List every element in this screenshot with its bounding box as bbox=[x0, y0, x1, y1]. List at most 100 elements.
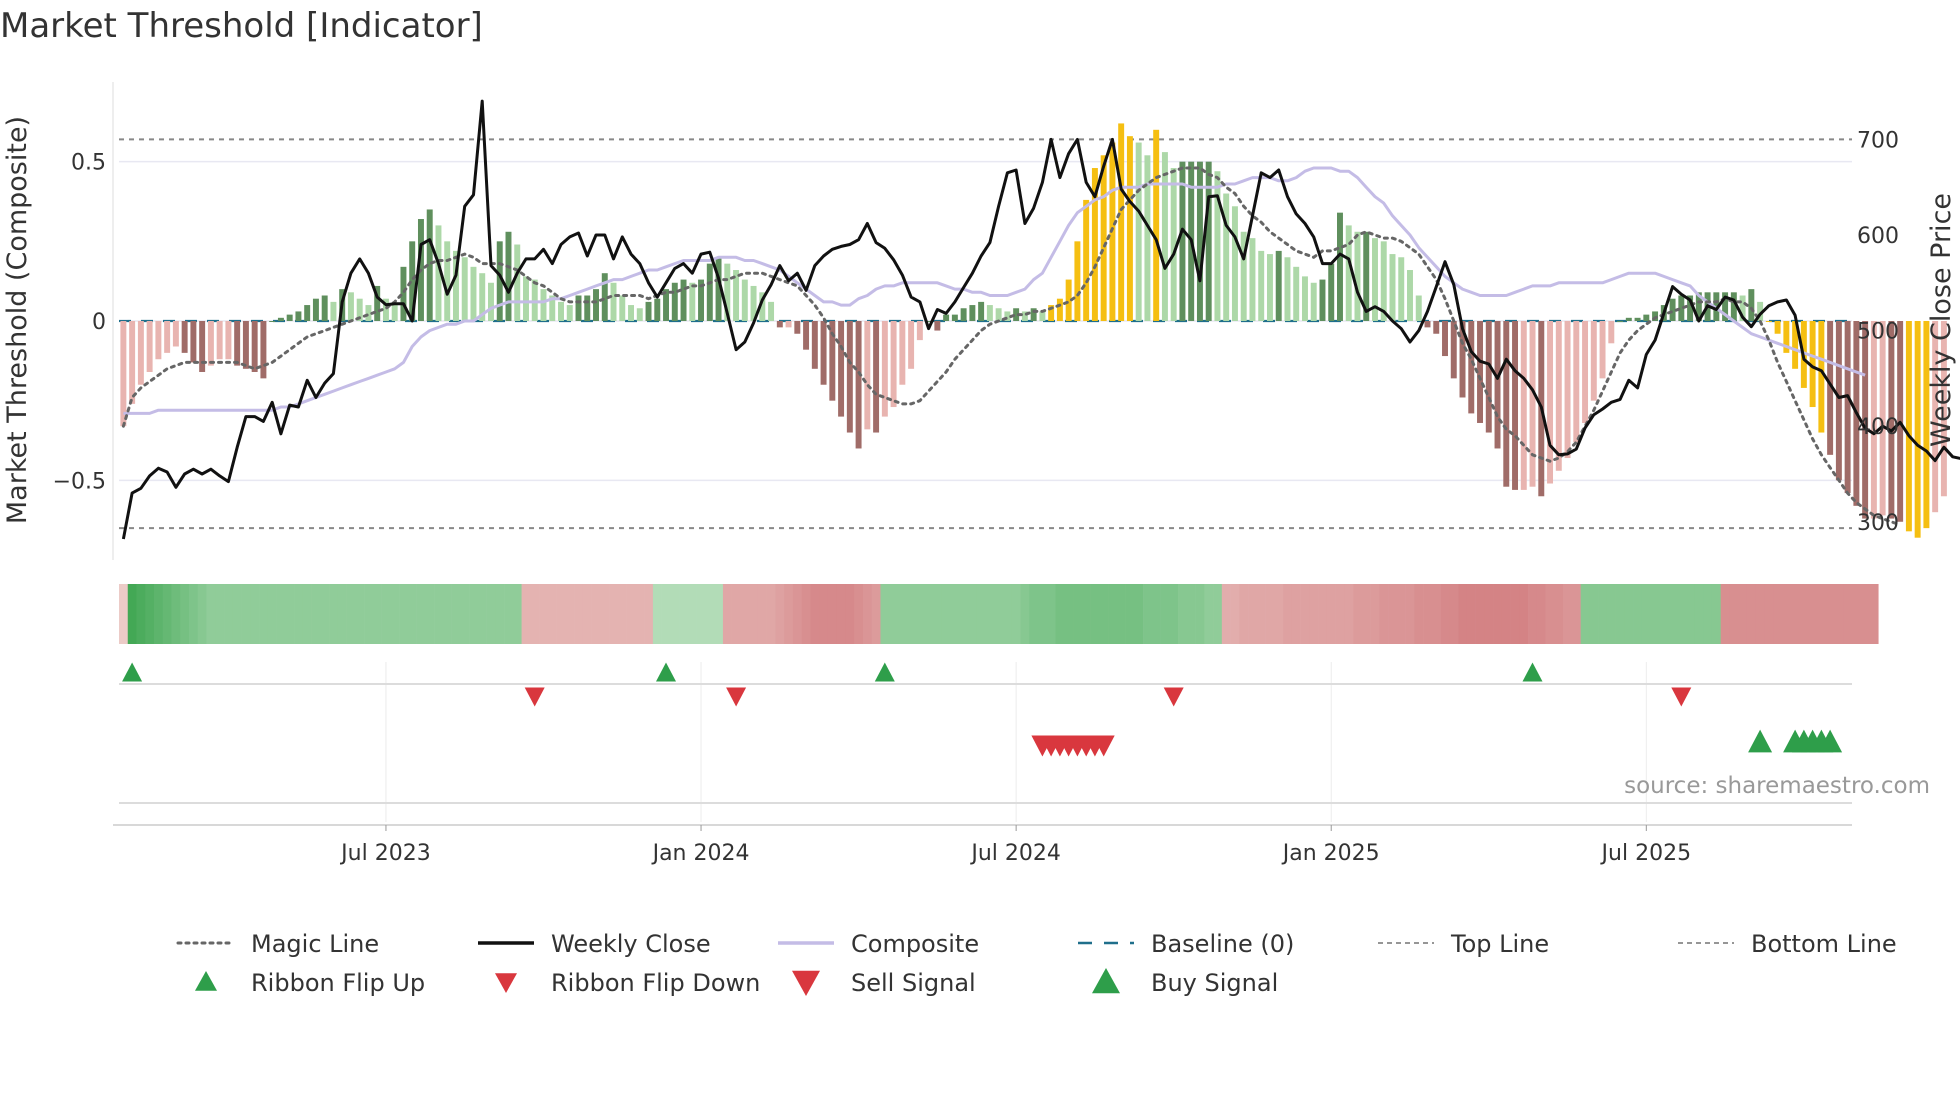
ribbon-segment bbox=[1676, 584, 1687, 644]
ribbon-flip-down-marker bbox=[524, 687, 545, 707]
histogram-bar bbox=[1048, 305, 1055, 321]
ribbon-flip-up-marker bbox=[874, 662, 895, 682]
ribbon-segment bbox=[1475, 584, 1485, 644]
ribbon-segment bbox=[1449, 584, 1459, 644]
ribbon-segment bbox=[442, 584, 452, 644]
ribbon-segment bbox=[784, 584, 794, 644]
histogram-bar bbox=[978, 301, 985, 321]
ribbon-segment bbox=[950, 584, 960, 644]
ribbon-segment bbox=[609, 584, 619, 644]
histogram-bar bbox=[1354, 231, 1361, 321]
histogram-bar bbox=[295, 311, 302, 321]
composite-histogram bbox=[120, 123, 1947, 538]
ribbon-segment bbox=[145, 584, 155, 644]
histogram-bar bbox=[479, 273, 486, 321]
histogram-bar bbox=[1940, 321, 1947, 497]
ribbon-segment bbox=[1116, 584, 1126, 644]
histogram-bar bbox=[1363, 231, 1370, 321]
buy-signal-marker bbox=[1748, 729, 1773, 753]
legend-label: Sell Signal bbox=[851, 969, 976, 997]
ribbon-segment bbox=[705, 584, 715, 644]
histogram-bar bbox=[1547, 321, 1554, 484]
histogram-bar bbox=[1013, 308, 1020, 321]
ribbon-segment bbox=[197, 584, 207, 644]
ribbon-segment bbox=[1344, 584, 1354, 644]
histogram-bar bbox=[890, 321, 897, 408]
histogram-bar bbox=[1687, 295, 1694, 321]
histogram-bar bbox=[1074, 241, 1081, 321]
histogram-bar bbox=[943, 314, 950, 321]
legend-label: Ribbon Flip Down bbox=[551, 969, 760, 997]
ribbon-segment bbox=[451, 584, 461, 644]
ribbon-segment bbox=[337, 584, 347, 644]
histogram-bar bbox=[855, 321, 862, 449]
histogram-bar bbox=[1100, 155, 1107, 321]
ribbon-segment bbox=[1318, 584, 1328, 644]
legend-label: Ribbon Flip Up bbox=[251, 969, 425, 997]
x-tick-label: Jul 2023 bbox=[339, 841, 431, 866]
histogram-bar bbox=[382, 298, 389, 321]
y-right-tick-label: 600 bbox=[1857, 224, 1899, 249]
magic-line bbox=[121, 166, 1902, 527]
histogram-bar bbox=[750, 285, 757, 321]
ribbon-segment bbox=[425, 584, 435, 644]
buy-signal-marker bbox=[1818, 729, 1843, 753]
ribbon-segment bbox=[355, 584, 365, 644]
x-tick-label: Jul 2025 bbox=[1600, 841, 1692, 866]
histogram-bar bbox=[689, 282, 696, 321]
ribbon-segment bbox=[1834, 584, 1844, 644]
ribbon-segment bbox=[267, 584, 277, 644]
histogram-bar bbox=[671, 282, 678, 321]
x-tick-label: Jul 2024 bbox=[969, 841, 1061, 866]
histogram-bar bbox=[1240, 231, 1247, 321]
ribbon-segment bbox=[1326, 584, 1336, 644]
ribbon-segment bbox=[1703, 584, 1713, 644]
histogram-bar bbox=[908, 321, 915, 369]
histogram-bar bbox=[1529, 321, 1536, 487]
chart-legend: Magic Line Weekly Close Composite Baseline … bbox=[176, 930, 1897, 997]
histogram-bar bbox=[715, 257, 722, 321]
histogram-bar bbox=[1065, 279, 1072, 321]
histogram-bar bbox=[1328, 263, 1335, 321]
histogram-bar bbox=[1783, 321, 1790, 353]
histogram-bar bbox=[1582, 321, 1589, 423]
ribbon-segment bbox=[1773, 584, 1783, 644]
legend-label: Bottom Line bbox=[1751, 930, 1897, 958]
y-axes: 0.5 0 −0.5 700 600 500 400 300 Market Threshold … bbox=[2, 116, 1957, 536]
ribbon-segment bbox=[1300, 584, 1310, 644]
histogram-bar bbox=[619, 295, 626, 321]
y-right-tick-label: 500 bbox=[1857, 320, 1899, 345]
ribbon-segment bbox=[1528, 584, 1538, 644]
histogram-bar bbox=[488, 282, 494, 321]
legend-label: Baseline (0) bbox=[1151, 930, 1294, 958]
histogram-bar bbox=[137, 321, 144, 385]
ribbon-segment bbox=[871, 584, 881, 644]
weekly-close-line bbox=[121, 99, 1960, 540]
histogram-bar bbox=[1301, 276, 1308, 321]
ribbon-segment bbox=[372, 584, 382, 644]
ribbon-segment bbox=[1160, 584, 1170, 644]
ribbon-segment bbox=[250, 584, 260, 644]
histogram-bar bbox=[391, 305, 398, 321]
ribbon-segment bbox=[241, 584, 251, 644]
ribbon-segment bbox=[1659, 584, 1669, 644]
histogram-bar bbox=[1004, 311, 1011, 321]
histogram-bar bbox=[610, 282, 617, 321]
histogram-bar bbox=[312, 298, 319, 321]
histogram-bar bbox=[1932, 321, 1939, 513]
histogram-bar bbox=[164, 321, 171, 353]
ribbon-segment bbox=[1615, 584, 1625, 644]
ribbon-segment bbox=[416, 584, 426, 644]
histogram-bar bbox=[1030, 308, 1037, 321]
ribbon-segment bbox=[915, 584, 925, 644]
ribbon-segment bbox=[1799, 584, 1809, 644]
x-tick-label: Jan 2025 bbox=[1281, 841, 1380, 866]
y-left-tick-label: −0.5 bbox=[53, 469, 106, 494]
histogram-bar bbox=[995, 308, 1002, 321]
histogram-bar bbox=[1914, 321, 1921, 538]
histogram-bar bbox=[951, 314, 958, 321]
histogram-bar bbox=[321, 295, 328, 321]
ribbon-segment bbox=[766, 584, 776, 644]
histogram-bar bbox=[881, 321, 888, 417]
histogram-bar bbox=[330, 301, 337, 321]
